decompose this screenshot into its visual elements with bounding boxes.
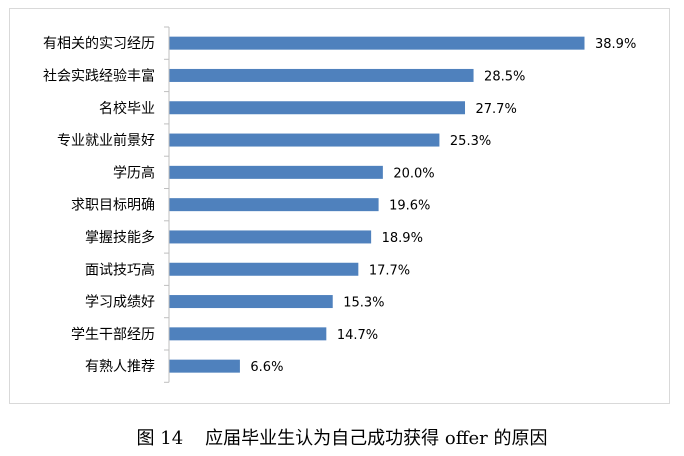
labels-layer: 38.9% 28.5% 27.7% 25.3% 20.0% 19.6% 18.9% 17.7%… <box>250 37 636 375</box>
category-label: 学习成绩好 <box>85 295 155 311</box>
data-label: 20.0% <box>393 166 434 181</box>
category-label: 有熟人推荐 <box>85 359 155 375</box>
category-label: 学历高 <box>113 164 155 181</box>
axis-layer: 有相关的实习经历社会实践经验丰富名校毕业专业就业前景好学历高求职目标明确掌握技能… <box>43 26 170 383</box>
bar <box>169 262 359 276</box>
bar <box>169 359 240 373</box>
bar <box>169 133 440 147</box>
bar <box>169 198 379 212</box>
category-label: 学生干部经历 <box>71 327 155 343</box>
figure-number: 图 14 <box>136 428 184 449</box>
data-label: 6.6% <box>250 360 283 375</box>
bar <box>169 165 383 179</box>
data-label: 14.7% <box>337 328 378 343</box>
data-label: 18.9% <box>382 231 423 246</box>
category-label: 专业就业前景好 <box>57 132 155 149</box>
data-label: 38.9% <box>595 37 636 52</box>
data-label: 25.3% <box>450 134 491 149</box>
category-label: 面试技巧高 <box>85 261 155 278</box>
figure-caption-text: 应届毕业生认为自己成功获得 offer 的原因 <box>205 428 548 449</box>
bar <box>169 327 327 341</box>
data-label: 19.6% <box>389 199 430 214</box>
category-label: 社会实践经验丰富 <box>43 67 155 84</box>
bar-chart: 有相关的实习经历社会实践经验丰富名校毕业专业就业前景好学历高求职目标明确掌握技能… <box>43 26 636 383</box>
data-label: 15.3% <box>343 296 384 311</box>
data-label: 17.7% <box>369 263 410 278</box>
figure-caption: 图 14 应届毕业生认为自己成功获得 offer 的原因 <box>0 424 684 450</box>
category-label: 名校毕业 <box>99 100 155 117</box>
bar <box>169 101 466 115</box>
data-label: 28.5% <box>484 69 525 84</box>
bar <box>169 295 333 309</box>
data-label: 27.7% <box>476 102 517 117</box>
category-label: 求职目标明确 <box>71 198 155 214</box>
bars-layer <box>169 36 585 373</box>
bar <box>169 36 585 50</box>
bar <box>169 68 474 82</box>
category-label: 掌握技能多 <box>85 229 155 246</box>
bar <box>169 230 372 244</box>
category-label: 有相关的实习经历 <box>43 36 155 52</box>
